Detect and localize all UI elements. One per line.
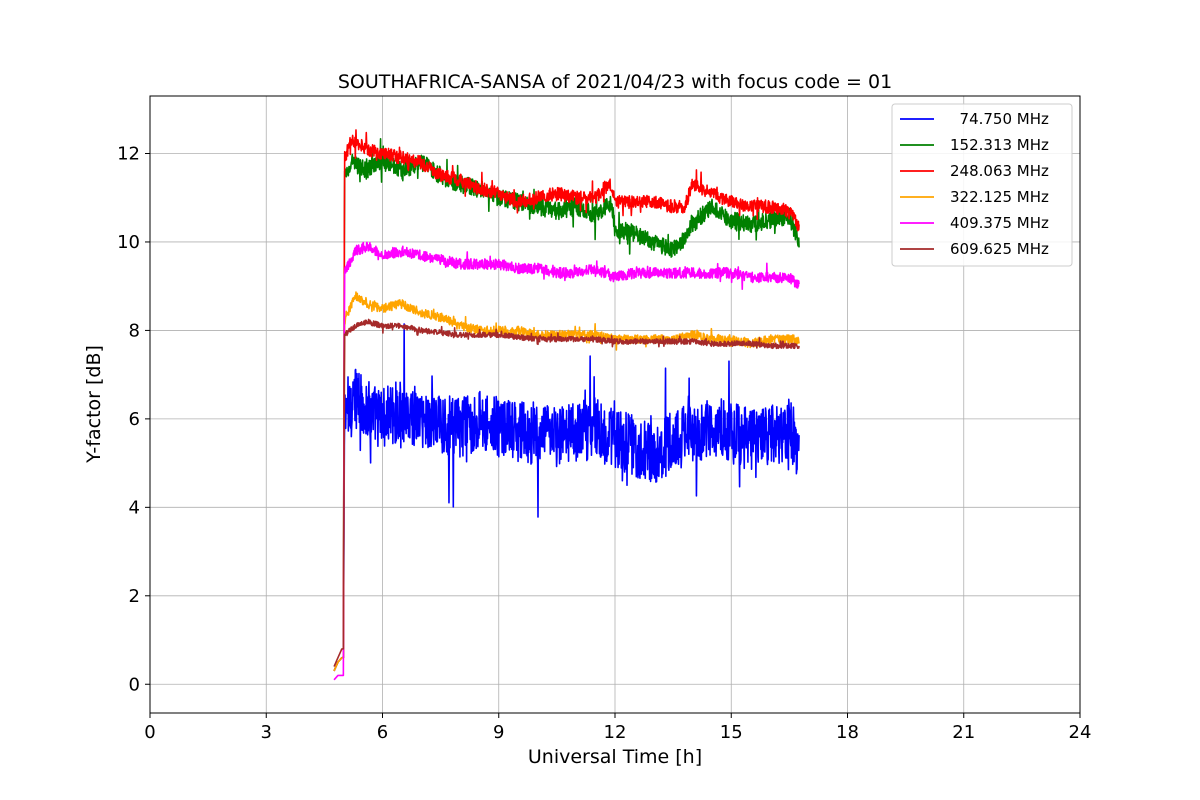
x-tick-label: 0	[144, 722, 155, 743]
x-tick-label: 21	[952, 722, 975, 743]
y-tick-label: 10	[117, 232, 140, 253]
legend: 74.750 MHz 152.313 MHz 248.063 MHz 322.125 …	[891, 103, 1073, 267]
legend-label: 152.313 MHz	[950, 136, 1049, 154]
x-tick-label: 18	[836, 722, 859, 743]
legend-label: 409.375 MHz	[950, 214, 1049, 232]
series-line	[333, 241, 800, 681]
series-layer	[333, 129, 800, 681]
legend-label: 322.125 MHz	[950, 188, 1049, 206]
y-tick-label: 8	[129, 320, 140, 341]
series-line	[333, 137, 800, 672]
x-tick-label: 6	[377, 722, 388, 743]
y-tick-label: 4	[129, 497, 140, 518]
y-tick-label: 12	[117, 143, 140, 164]
legend-label: 609.625 MHz	[950, 240, 1049, 258]
series-line	[333, 129, 800, 672]
y-axis-label: Y-factor [dB]	[83, 345, 105, 464]
y-tick-label: 6	[129, 409, 140, 430]
x-tick-label: 15	[720, 722, 743, 743]
y-tick-label: 0	[129, 674, 140, 695]
x-tick-label: 12	[604, 722, 627, 743]
x-axis: 0 3 6 9 12 15 18 21 24	[144, 713, 1091, 743]
y-tick-label: 2	[129, 586, 140, 607]
x-tick-label: 24	[1069, 722, 1092, 743]
y-axis: 0 2 4 6 8 10 12	[117, 143, 150, 695]
legend-box	[891, 103, 1073, 267]
series-line	[333, 318, 800, 667]
legend-label: 74.750 MHz	[950, 110, 1049, 128]
series-line	[333, 323, 800, 672]
x-axis-label: Universal Time [h]	[528, 746, 702, 768]
series-line	[333, 291, 800, 672]
legend-label: 248.063 MHz	[950, 162, 1049, 180]
x-tick-label: 3	[261, 722, 272, 743]
chart-title: SOUTHAFRICA-SANSA of 2021/04/23 with foc…	[338, 71, 892, 93]
x-tick-label: 9	[493, 722, 504, 743]
